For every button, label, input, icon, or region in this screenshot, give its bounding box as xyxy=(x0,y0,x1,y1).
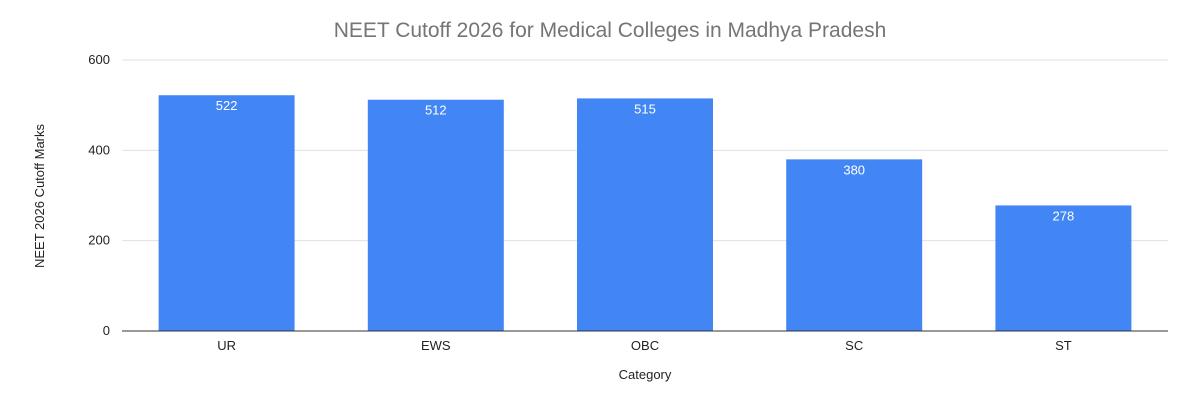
data-label-st: 278 xyxy=(1053,208,1075,223)
data-labels: 522 512 515 380 278 xyxy=(216,98,1075,223)
y-axis-ticks: 0 200 400 600 xyxy=(88,52,110,338)
data-label-obc: 515 xyxy=(634,101,656,116)
bar-ur xyxy=(158,95,295,331)
bar-ews xyxy=(367,99,504,331)
bar-obc xyxy=(577,98,713,332)
x-tick-label: OBC xyxy=(631,338,659,353)
y-tick-label: 200 xyxy=(88,233,110,248)
y-tick-label: 600 xyxy=(88,52,110,67)
x-tick-label: UR xyxy=(217,338,236,353)
data-label-sc: 380 xyxy=(843,162,865,177)
data-label-ews: 512 xyxy=(425,103,447,118)
y-tick-label: 400 xyxy=(88,142,110,157)
data-label-ur: 522 xyxy=(216,98,238,113)
x-tick-label: EWS xyxy=(421,338,451,353)
x-axis-label: Category xyxy=(619,367,672,382)
y-axis-label: NEET 2026 Cutoff Marks xyxy=(32,123,47,268)
bar-st xyxy=(995,205,1132,331)
bars xyxy=(158,95,1132,332)
x-tick-label: ST xyxy=(1055,338,1072,353)
chart-title: NEET Cutoff 2026 for Medical Colleges in… xyxy=(334,19,887,42)
y-tick-label: 0 xyxy=(103,323,110,338)
x-axis-ticks: UR EWS OBC SC ST xyxy=(217,338,1072,353)
x-tick-label: SC xyxy=(845,338,863,353)
bar-sc xyxy=(786,159,923,331)
